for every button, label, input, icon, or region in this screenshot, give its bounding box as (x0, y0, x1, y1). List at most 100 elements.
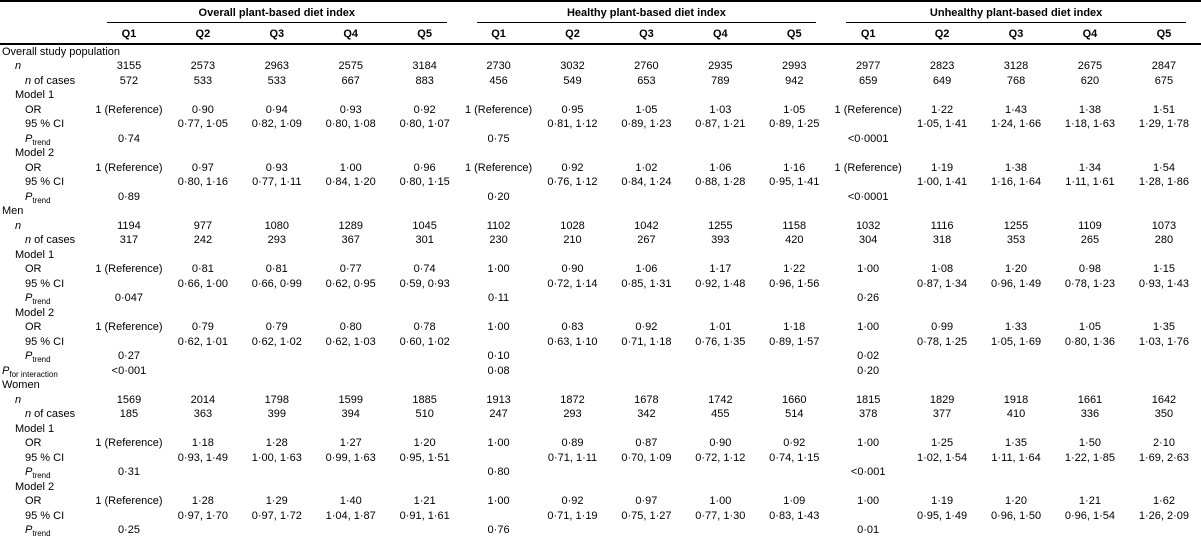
data-cell: 0·90 (191, 103, 214, 116)
data-cell: 0·31 (117, 466, 140, 479)
data-cell: 1·00, 1·63 (251, 451, 302, 464)
data-cell (240, 350, 314, 365)
row-label-part: P (25, 524, 33, 537)
data-cell (166, 147, 240, 162)
data-cell (683, 350, 757, 365)
data-cell: 1 (Reference) (95, 263, 163, 276)
data-cell: 0·99, 1·63 (325, 451, 376, 464)
data-cell: 1·00 (857, 263, 880, 276)
table-row: n 1569 2014 1798 1599 1885 1913 1872 1678 1742 166… (0, 393, 1201, 408)
data-cell (314, 306, 388, 321)
data-cell: 514 (785, 408, 804, 421)
data-cell: 2760 (634, 60, 659, 73)
quintile-header: Q3 (979, 24, 1053, 45)
data-cell: 342 (637, 408, 656, 421)
data-cell: 0·83 (561, 321, 584, 334)
data-cell (388, 147, 462, 162)
group-header-0: Overall plant-based diet index (92, 1, 462, 24)
data-cell: 0·96, 1·49 (990, 277, 1042, 290)
data-cell (462, 248, 536, 263)
data-cell: 0·26 (857, 292, 880, 305)
data-cell: 1·43 (1005, 103, 1028, 116)
data-cell: 0·71, 1·19 (547, 509, 598, 522)
data-cell: 0·77, 1·30 (695, 509, 746, 522)
data-cell (240, 132, 314, 147)
data-cell (683, 306, 757, 321)
data-cell: 1660 (782, 393, 807, 406)
data-cell: 1·17 (709, 263, 732, 276)
row-label-part: P (25, 132, 33, 145)
table-row: Model 2 (0, 147, 1201, 162)
table-row: OR 1 (Reference) 1·28 1·29 1·40 1·21 1·00 0·92 0… (0, 495, 1201, 510)
data-cell (1127, 350, 1201, 365)
table-row: n of cases 317 242 293 367 301 230 210 267 393 420… (0, 234, 1201, 249)
data-cell: 533 (193, 74, 213, 87)
data-cell: 0·79 (191, 321, 214, 334)
data-cell: 0·80, 1·16 (177, 176, 228, 189)
row-label: OR (0, 321, 92, 336)
data-cell: 2675 (1077, 60, 1103, 73)
quintile-header: Q5 (387, 24, 462, 45)
data-cell (831, 509, 905, 524)
row-label-part: of cases (31, 234, 76, 247)
data-cell (1053, 292, 1127, 307)
data-cell: 1661 (1077, 393, 1103, 406)
data-cell (979, 364, 1053, 379)
data-cell: 0·96 (413, 161, 436, 174)
data-cell (388, 422, 462, 437)
data-cell: 667 (341, 74, 360, 87)
row-label-part: of cases (31, 74, 76, 87)
quintile-header: Q4 (313, 24, 388, 45)
data-cell (314, 350, 388, 365)
row-label-part: trend (32, 137, 51, 147)
data-cell: 1·02, 1·54 (917, 451, 968, 464)
data-cell (757, 292, 831, 307)
data-cell (166, 89, 240, 104)
row-label: OR (0, 263, 92, 278)
data-cell: 0·81 (265, 263, 288, 276)
data-cell: 0·10 (487, 350, 510, 363)
data-cell: 317 (119, 234, 139, 247)
data-cell: 1158 (782, 219, 807, 232)
row-label: n (0, 393, 92, 408)
table-row: 95 % CI 0·93, 1·49 1·00, 1·63 0·99, 1·63 0·9… (0, 451, 1201, 466)
data-cell: 1·00 (487, 321, 510, 334)
data-cell: 0·27 (117, 350, 140, 363)
row-label-part: P (25, 292, 33, 305)
data-cell: 1·18 (783, 321, 806, 334)
data-cell (462, 480, 536, 495)
data-cell: 0·80, 1·36 (1064, 335, 1116, 348)
data-cell (166, 524, 240, 538)
row-label-part: n (15, 219, 22, 232)
data-cell (1053, 190, 1127, 205)
data-cell: 0·96, 1·54 (1064, 509, 1116, 522)
data-cell: 1·01 (709, 321, 732, 334)
data-cell (314, 524, 388, 538)
data-cell (609, 132, 683, 147)
data-cell: 0·95, 1·51 (399, 451, 450, 464)
data-cell (92, 335, 166, 350)
quintile-header: Q1 (92, 24, 166, 45)
quintile-header: Q4 (1052, 24, 1127, 45)
data-cell: 1·00 (857, 321, 880, 334)
data-cell: 0·83, 1·43 (769, 509, 820, 522)
table-row: n of cases 185 363 399 394 510 247 293 342 455 514… (0, 408, 1201, 423)
data-cell: 1·62 (1152, 495, 1175, 508)
data-cell (905, 364, 979, 379)
data-cell: 0·02 (857, 350, 880, 363)
data-cell (166, 132, 240, 147)
data-cell (831, 118, 905, 133)
data-cell: 1073 (1151, 219, 1177, 232)
data-cell (905, 306, 979, 321)
data-cell (536, 190, 610, 205)
data-cell: 3155 (116, 60, 142, 73)
data-cell (905, 147, 979, 162)
data-cell: 0·92 (561, 161, 584, 174)
data-cell: 0·90 (709, 437, 732, 450)
table-row: 95 % CI 0·97, 1·70 0·97, 1·72 1·04, 1·87 0·9… (0, 509, 1201, 524)
data-cell (240, 190, 314, 205)
data-cell: 0·80 (339, 321, 362, 334)
data-cell (757, 248, 831, 263)
table-row: 95 % CI 0·62, 1·01 0·62, 1·02 0·62, 1·03 0·6… (0, 335, 1201, 350)
data-cell (609, 422, 683, 437)
